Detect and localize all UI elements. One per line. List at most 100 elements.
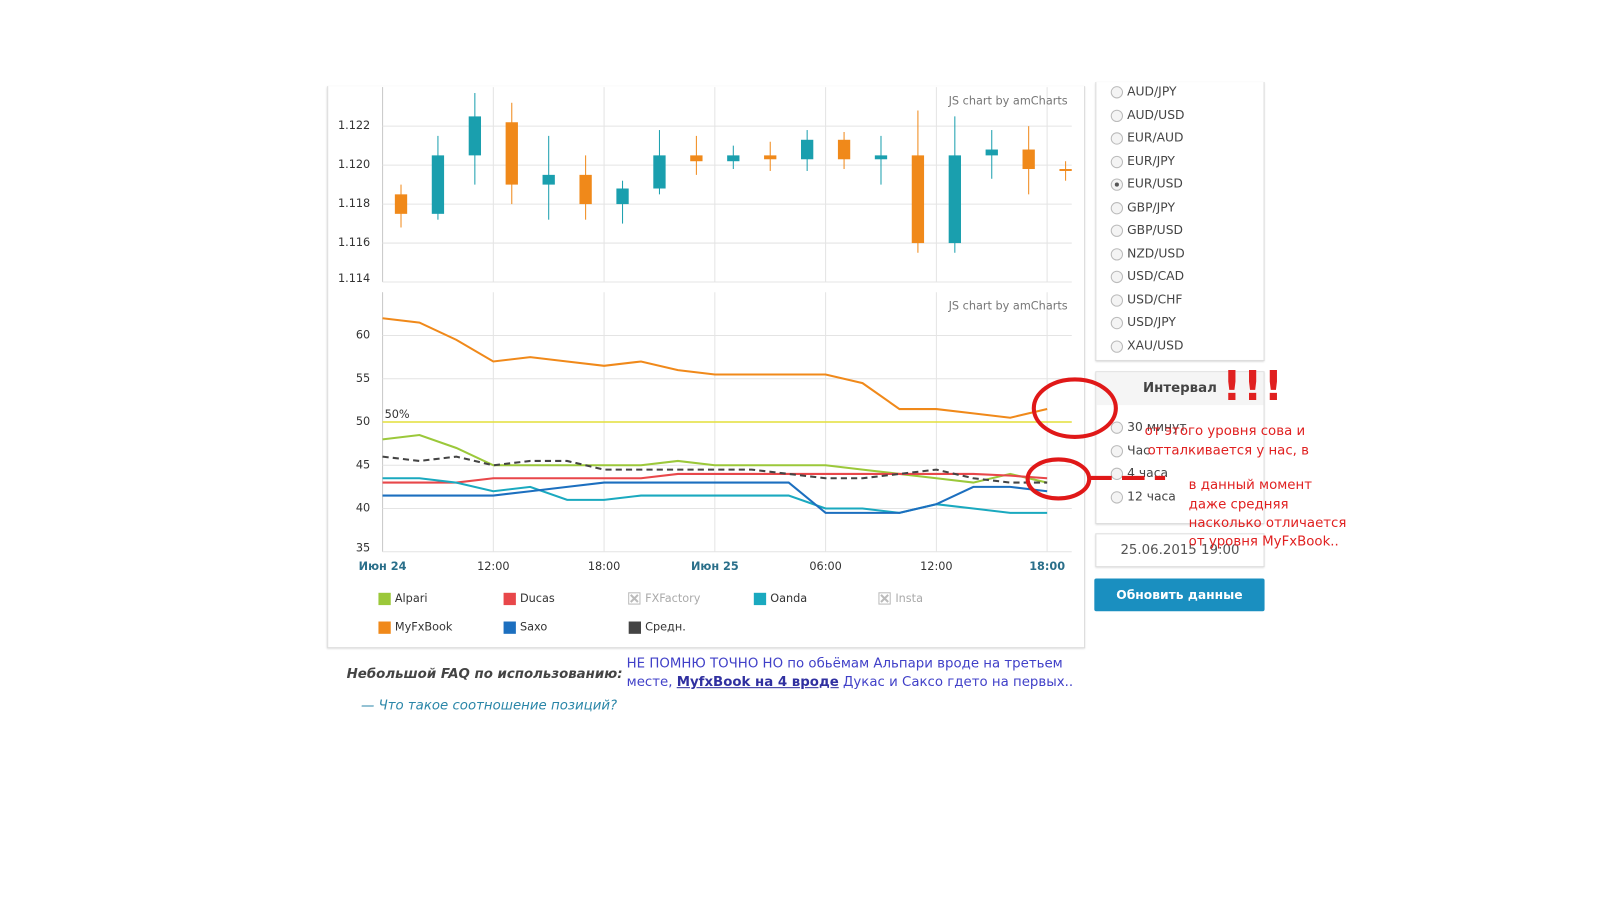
y-tick-label: 1.122	[338, 119, 370, 132]
radio-button	[1110, 178, 1124, 191]
series-line	[382, 472, 1048, 484]
candle-body	[985, 149, 998, 156]
annotation-text: НЕ ПОМНЮ ТОЧНО НО по обьёмам Альпари вро…	[626, 656, 1063, 672]
radio-button	[1110, 293, 1124, 307]
radio-option[interactable]: EUR/USD	[1110, 176, 1183, 191]
candle-body	[764, 155, 777, 160]
interval-title: Интервал	[1096, 372, 1264, 406]
radio-option[interactable]: AUD/USD	[1110, 107, 1184, 122]
faq-item[interactable]: — Что такое соотношение позиций?	[361, 698, 618, 714]
candle-body	[542, 174, 555, 185]
candle-body	[653, 155, 666, 189]
legend-swatch-off	[628, 592, 641, 605]
chart-credit: JS chart by amCharts	[948, 300, 1068, 313]
candle-body	[727, 155, 740, 162]
chart-credit: JS chart by amCharts	[948, 95, 1068, 108]
candle-body	[394, 194, 408, 214]
candle-body	[874, 155, 888, 160]
candle-body	[579, 174, 592, 205]
radio-option[interactable]: USD/JPY	[1110, 315, 1176, 330]
y-tick-label: 35	[356, 542, 370, 555]
annotation-link: MyfxBook на 4 вроде	[676, 674, 839, 691]
candle-body	[431, 155, 445, 214]
refresh-button[interactable]: Обновить данные	[1094, 578, 1265, 612]
radio-option[interactable]: EUR/AUD	[1110, 130, 1184, 145]
x-tick-label: 06:00	[809, 560, 841, 573]
radio-option[interactable]: AUD/JPY	[1110, 84, 1176, 99]
annotation-red: от уровня MyFxBook..	[1188, 534, 1339, 550]
radio-button	[1110, 247, 1124, 260]
candle-body	[911, 155, 925, 244]
radio-option[interactable]: NZD/USD	[1110, 246, 1185, 260]
legend-label[interactable]: Saxo	[520, 621, 547, 634]
legend-label[interactable]: Alpari	[395, 592, 428, 605]
legend-label[interactable]: Средн.	[645, 621, 686, 634]
annotation-red: отталкивается у нас, в	[1147, 443, 1310, 459]
legend-label[interactable]: Oanda	[770, 592, 807, 605]
legend-swatch	[503, 592, 516, 606]
x-tick-label: 12:00	[477, 560, 509, 573]
radio-option[interactable]: 4 часа	[1110, 466, 1168, 480]
legend-swatch	[378, 592, 391, 606]
radio-option[interactable]: XAU/USD	[1110, 338, 1183, 353]
legend-label[interactable]: MyFxBook	[395, 621, 453, 634]
series-line	[382, 481, 1048, 514]
radio-button	[1110, 86, 1124, 99]
annotation-text: месте, MyfxBook на 4 вроде Дукас и Саксо…	[627, 675, 1073, 690]
radio-option[interactable]: GBP/JPY	[1110, 199, 1175, 214]
radio-option[interactable]: GBP/USD	[1110, 223, 1183, 237]
annotation-red: даже средняя	[1188, 497, 1289, 513]
series-line	[382, 433, 1048, 484]
series-line	[382, 317, 1048, 419]
x-tick-label: Июн 24	[359, 560, 407, 573]
legend-swatch	[628, 621, 641, 634]
legend-x	[880, 594, 889, 603]
radio-button	[1110, 316, 1124, 330]
date-input[interactable]: 25.06.2015 19:00	[1095, 533, 1265, 568]
candle-body	[948, 155, 961, 244]
radio-option[interactable]: USD/CAD	[1110, 269, 1184, 284]
faq-title: Небольшой FAQ по использованию:	[346, 666, 623, 683]
radio-option[interactable]: EUR/JPY	[1110, 153, 1175, 168]
y-tick-label: 40	[356, 502, 370, 515]
annotation-red: насколько отличается	[1188, 515, 1347, 532]
instrument-panel: AUD/JPY AUD/USD EUR/AUD EUR/JPY EUR/USD GBP/J…	[1095, 82, 1265, 362]
candle-body	[837, 139, 851, 160]
radio-button	[1110, 444, 1124, 457]
radio-option[interactable]: Час	[1110, 443, 1150, 457]
radio-option[interactable]: USD/CHF	[1110, 292, 1183, 307]
legend-label[interactable]: Ducas	[520, 592, 555, 605]
annotation-red: от этого уровня сова и	[1144, 423, 1306, 439]
candle-body	[800, 139, 814, 160]
legend-label: Insta	[895, 592, 923, 605]
series-line	[382, 455, 1048, 484]
legend-label: FXFactory	[645, 592, 701, 605]
radio-button	[1110, 224, 1124, 237]
radio-button	[1110, 339, 1124, 353]
candle-body	[505, 122, 518, 185]
legend-x	[630, 594, 639, 603]
candle-body	[1059, 169, 1072, 171]
annotation-exclaim: !!!	[1222, 363, 1285, 411]
radio-button	[1110, 270, 1124, 284]
y-tick-label: 1.120	[338, 158, 370, 171]
radio-option[interactable]: 12 часа	[1110, 489, 1176, 504]
radio-button	[1110, 155, 1124, 168]
radio-button	[1110, 132, 1124, 145]
legend-swatch-off	[878, 592, 891, 605]
interval-panel: Интервал 30 минут Час 4 часа 12 часа	[1095, 371, 1265, 525]
y-tick-label: 1.116	[338, 236, 370, 249]
y-tick-label: 1.114	[338, 272, 370, 285]
x-tick-label: 18:00	[1029, 560, 1065, 573]
annotation-text: Дукас и Саксо гдето на первых..	[838, 674, 1074, 691]
radio-button	[1110, 490, 1124, 504]
annotation-text: месте,	[626, 674, 677, 691]
guide-label: 50%	[385, 408, 410, 421]
annotation-red: в данный момент	[1188, 477, 1312, 494]
legend-swatch	[503, 621, 516, 634]
radio-button	[1110, 467, 1124, 480]
y-tick-label: 1.118	[338, 197, 370, 210]
